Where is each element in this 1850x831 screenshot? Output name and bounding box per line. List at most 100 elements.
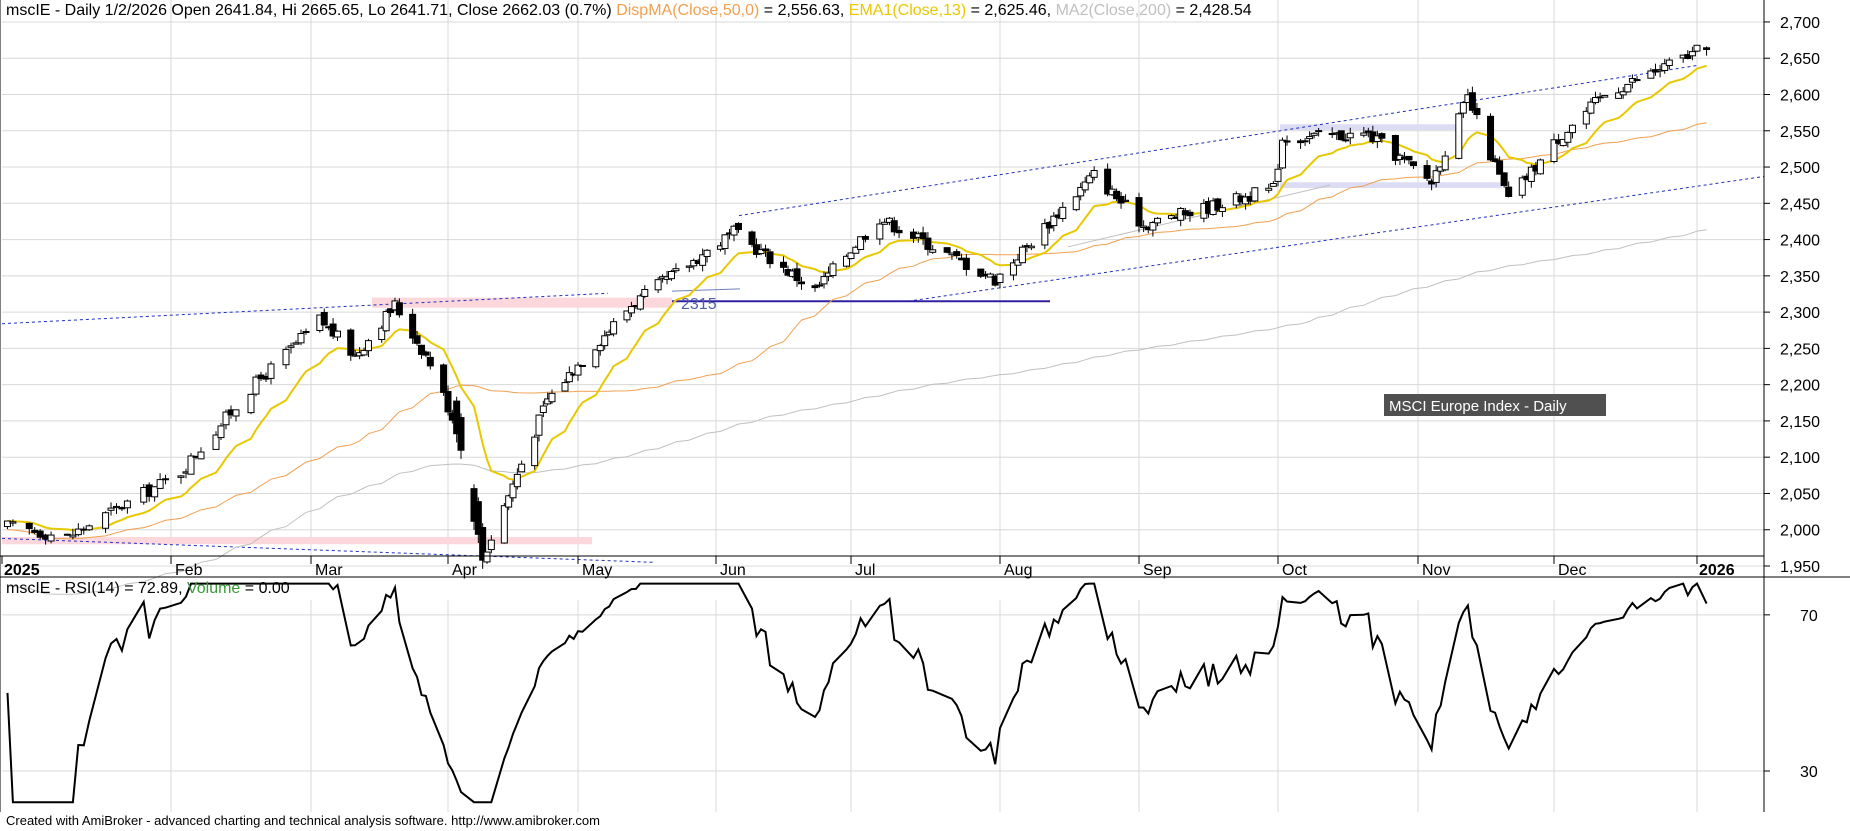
candle-body bbox=[112, 505, 120, 509]
candle-body bbox=[382, 311, 390, 332]
candle-body bbox=[721, 234, 729, 249]
candle-body bbox=[292, 342, 300, 345]
candle-body bbox=[1310, 132, 1318, 136]
candle-body bbox=[1536, 159, 1544, 175]
candle-body bbox=[1665, 59, 1673, 66]
candle-body bbox=[601, 335, 609, 347]
candle-body bbox=[1149, 222, 1157, 231]
candle-body bbox=[457, 417, 465, 451]
candle-body bbox=[1582, 110, 1590, 125]
candle-body bbox=[852, 246, 860, 254]
candle-body bbox=[1441, 155, 1449, 171]
candle-body bbox=[1154, 217, 1162, 224]
date-tick-label: Nov bbox=[1422, 562, 1450, 579]
candle-body bbox=[1473, 107, 1481, 116]
candle-body bbox=[1218, 207, 1226, 212]
candle-body bbox=[895, 229, 903, 234]
candle-body bbox=[378, 327, 386, 341]
ma50-value: = 2,556.63, bbox=[759, 2, 845, 19]
candle-body bbox=[25, 522, 33, 529]
candle-body bbox=[1050, 215, 1058, 227]
date-axis: 2025 Feb Mar Apr May Jun Jul Aug Sep Oct Nov Dec 202… bbox=[1, 556, 1735, 579]
candle-body bbox=[1487, 115, 1495, 161]
candle-body bbox=[212, 434, 220, 450]
rsi-axis: 30 70 bbox=[1764, 608, 1818, 781]
candle-body bbox=[123, 500, 131, 509]
candle-body bbox=[1113, 190, 1121, 200]
chart-overlays bbox=[1, 64, 1765, 563]
price-tick-label: 1,950 bbox=[1780, 559, 1820, 576]
candle-body bbox=[876, 223, 884, 240]
candle-body bbox=[1409, 161, 1417, 167]
candle-body bbox=[1496, 160, 1504, 175]
candle-body bbox=[440, 364, 448, 393]
candle-body bbox=[1647, 70, 1655, 79]
price-tick-label: 2,450 bbox=[1780, 196, 1820, 213]
rsi-tick-label: 70 bbox=[1800, 608, 1818, 625]
ma200-line bbox=[7, 229, 1707, 595]
candle-body bbox=[217, 425, 225, 439]
candle-body bbox=[962, 257, 970, 270]
candle-body bbox=[1041, 223, 1049, 246]
support-guide-line bbox=[671, 288, 741, 292]
date-tick-label: Feb bbox=[175, 562, 203, 579]
date-tick-label: Oct bbox=[1282, 562, 1307, 579]
candle-body bbox=[1661, 63, 1669, 71]
candle-body bbox=[9, 521, 17, 524]
candle-body bbox=[3, 520, 11, 528]
candle-body bbox=[1587, 101, 1595, 114]
candle-body bbox=[1592, 97, 1600, 104]
ma50-label: DispMA(Close,50,0) bbox=[616, 2, 760, 19]
candle-body bbox=[1550, 139, 1558, 162]
candle-body bbox=[539, 405, 547, 413]
candle-body bbox=[479, 527, 487, 561]
candle-body bbox=[409, 313, 417, 339]
candle-body bbox=[197, 451, 205, 460]
candle-body bbox=[1337, 130, 1345, 141]
candle-body bbox=[996, 273, 1004, 283]
candle-body bbox=[1688, 51, 1696, 57]
candle-body bbox=[1301, 140, 1309, 143]
price-tick-label: 2,500 bbox=[1780, 160, 1820, 177]
candle-body bbox=[654, 279, 662, 291]
date-tick-label: 2025 bbox=[4, 562, 40, 579]
candle-body bbox=[474, 501, 482, 535]
candle-body bbox=[287, 345, 295, 348]
candle-body bbox=[102, 512, 110, 529]
candle-body bbox=[748, 231, 756, 245]
candle-body bbox=[413, 335, 421, 344]
volume-label: Volume bbox=[186, 580, 241, 597]
candle-body bbox=[1455, 113, 1463, 159]
candle-body bbox=[267, 363, 275, 379]
candle-body bbox=[1072, 196, 1080, 211]
date-tick-label: Apr bbox=[452, 562, 478, 579]
date-tick-label: May bbox=[582, 562, 612, 579]
candle-body bbox=[610, 321, 618, 335]
candle-body bbox=[69, 534, 77, 538]
resistance-zone-march bbox=[372, 297, 672, 308]
candle-body bbox=[1059, 206, 1067, 220]
ohlc-readout: - Daily 1/2/2026 Open 2641.84, Hi 2665.6… bbox=[50, 2, 612, 19]
candle-body bbox=[187, 455, 195, 475]
candle-body bbox=[302, 331, 310, 334]
candle-body bbox=[387, 308, 395, 314]
candle-body bbox=[360, 349, 368, 356]
footer-credit: Created with AmiBroker - advanced charti… bbox=[6, 813, 600, 828]
range-bottom-zone bbox=[1280, 182, 1502, 189]
candle-body bbox=[47, 534, 55, 542]
candle-body bbox=[1081, 181, 1089, 191]
ema13-value: = 2,625.46, bbox=[966, 2, 1052, 19]
price-tick-label: 2,400 bbox=[1780, 233, 1820, 250]
candle-body bbox=[548, 392, 556, 403]
candle-body bbox=[513, 473, 521, 488]
candle-body bbox=[1423, 165, 1431, 179]
candle-body bbox=[395, 302, 403, 316]
candle-body bbox=[1693, 44, 1701, 52]
candle-body bbox=[1265, 187, 1273, 191]
candle-body bbox=[509, 483, 517, 499]
candle-body bbox=[500, 505, 508, 544]
candle-body bbox=[247, 393, 255, 414]
date-tick-label: Sep bbox=[1143, 562, 1172, 579]
candle-body bbox=[1342, 139, 1350, 142]
candle-body bbox=[561, 382, 569, 392]
